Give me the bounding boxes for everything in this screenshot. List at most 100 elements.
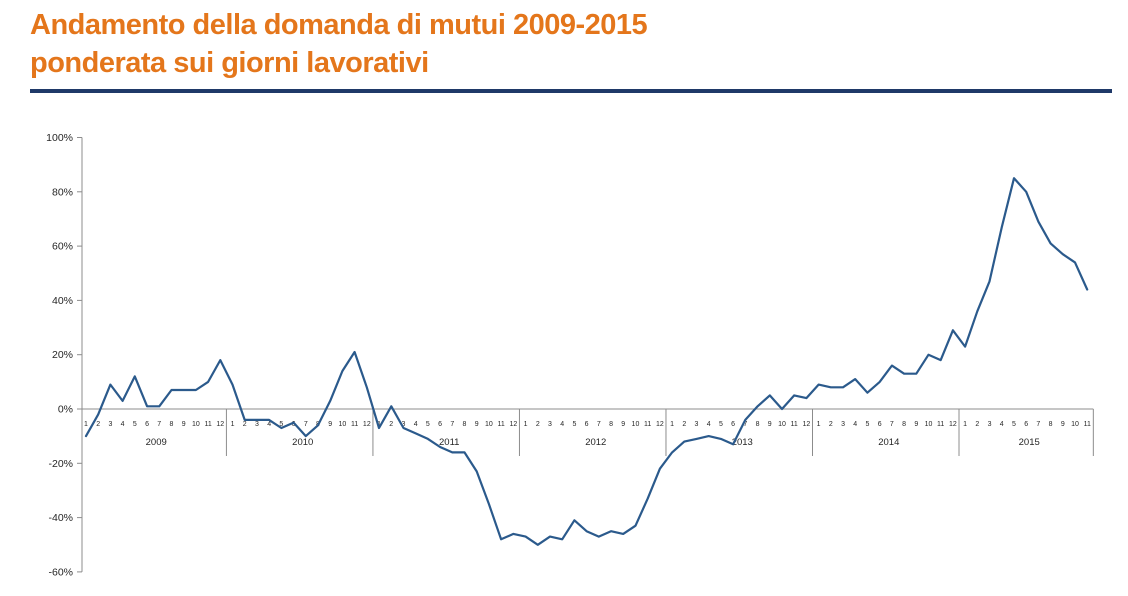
x-month-label: 10 <box>1071 421 1079 428</box>
x-month-label: 5 <box>133 421 137 428</box>
x-month-label: 8 <box>1049 421 1053 428</box>
x-month-label: 2 <box>829 421 833 428</box>
x-month-label: 5 <box>572 421 576 428</box>
x-month-label: 9 <box>914 421 918 428</box>
x-month-label: 2 <box>389 421 393 428</box>
x-month-label: 10 <box>632 421 640 428</box>
x-month-label: 10 <box>192 421 200 428</box>
x-month-label: 7 <box>743 421 747 428</box>
x-month-label: 4 <box>267 421 271 428</box>
x-month-label: 9 <box>1061 421 1065 428</box>
page-title: Andamento della domanda di mutui 2009-20… <box>30 6 1112 82</box>
x-month-label: 2 <box>536 421 540 428</box>
x-month-label: 4 <box>853 421 857 428</box>
x-month-label: 11 <box>351 421 358 428</box>
x-month-label: 6 <box>878 421 882 428</box>
x-month-label: 9 <box>768 421 772 428</box>
x-month-label: 1 <box>817 421 821 428</box>
x-month-label: 5 <box>279 421 283 428</box>
x-month-label: 10 <box>925 421 933 428</box>
x-month-label: 12 <box>656 421 664 428</box>
x-month-label: 9 <box>328 421 332 428</box>
x-month-label: 11 <box>204 421 211 428</box>
x-month-label: 1 <box>524 421 528 428</box>
x-month-label: 4 <box>560 421 564 428</box>
x-month-label: 11 <box>791 421 798 428</box>
x-month-label: 11 <box>937 421 944 428</box>
x-month-label: 9 <box>182 421 186 428</box>
x-month-label: 12 <box>363 421 371 428</box>
x-month-label: 3 <box>402 421 406 428</box>
x-month-label: 11 <box>497 421 504 428</box>
x-month-label: 3 <box>108 421 112 428</box>
x-month-label: 8 <box>170 421 174 428</box>
x-month-label: 1 <box>670 421 674 428</box>
x-month-label: 6 <box>438 421 442 428</box>
x-month-label: 5 <box>865 421 869 428</box>
x-month-label: 2 <box>682 421 686 428</box>
y-tick-label: 60% <box>52 241 73 253</box>
title-line-2: ponderata sui giorni lavorativi <box>30 47 429 79</box>
x-month-label: 8 <box>756 421 760 428</box>
x-month-label: 2 <box>975 421 979 428</box>
x-month-label: 5 <box>719 421 723 428</box>
x-month-label: 4 <box>1000 421 1004 428</box>
year-label: 2015 <box>1019 437 1040 448</box>
year-label: 2010 <box>292 437 313 448</box>
x-month-label: 6 <box>585 421 589 428</box>
x-month-label: 10 <box>339 421 347 428</box>
year-label: 2009 <box>146 437 167 448</box>
x-month-label: 12 <box>949 421 957 428</box>
x-month-label: 8 <box>463 421 467 428</box>
x-month-label: 9 <box>475 421 479 428</box>
y-tick-label: -60% <box>48 566 73 578</box>
x-month-label: 7 <box>597 421 601 428</box>
x-month-label: 2 <box>96 421 100 428</box>
y-tick-label: 40% <box>52 295 73 307</box>
x-month-label: 9 <box>621 421 625 428</box>
x-month-label: 5 <box>1012 421 1016 428</box>
year-label: 2014 <box>878 437 899 448</box>
x-month-label: 7 <box>157 421 161 428</box>
year-label: 2012 <box>585 437 606 448</box>
x-month-label: 6 <box>731 421 735 428</box>
x-month-label: 3 <box>988 421 992 428</box>
x-month-label: 4 <box>707 421 711 428</box>
x-month-label: 8 <box>609 421 613 428</box>
x-month-label: 11 <box>644 421 651 428</box>
year-label: 2011 <box>439 437 459 448</box>
title-underline <box>30 89 1112 93</box>
mortgage-demand-line <box>84 177 1089 546</box>
x-month-label: 6 <box>145 421 149 428</box>
x-month-label: 5 <box>426 421 430 428</box>
y-tick-label: 0% <box>58 404 73 416</box>
page-header: Andamento della domanda di mutui 2009-20… <box>30 6 1112 82</box>
x-month-label: 12 <box>216 421 224 428</box>
y-tick-label: -40% <box>48 512 73 524</box>
y-tick-label: 100% <box>46 132 73 144</box>
x-month-label: 7 <box>1036 421 1040 428</box>
x-month-label: 6 <box>1024 421 1028 428</box>
x-month-label: 3 <box>548 421 552 428</box>
y-tick-label: 80% <box>52 186 73 198</box>
x-month-label: 10 <box>485 421 493 428</box>
x-month-label: 12 <box>509 421 517 428</box>
title-line-1: Andamento della domanda di mutui 2009-20… <box>30 9 648 41</box>
x-month-label: 4 <box>414 421 418 428</box>
x-month-label: 4 <box>121 421 125 428</box>
x-month-label: 2 <box>243 421 247 428</box>
x-month-label: 10 <box>778 421 786 428</box>
x-month-label: 3 <box>695 421 699 428</box>
x-month-label: 12 <box>802 421 810 428</box>
x-month-label: 3 <box>255 421 259 428</box>
y-tick-label: 20% <box>52 349 73 361</box>
x-month-label: 7 <box>450 421 454 428</box>
year-label: 2013 <box>732 437 753 448</box>
x-month-label: 6 <box>292 421 296 428</box>
x-month-label: 8 <box>902 421 906 428</box>
y-tick-label: -20% <box>48 458 73 470</box>
x-month-label: 7 <box>304 421 308 428</box>
x-month-label: 7 <box>890 421 894 428</box>
